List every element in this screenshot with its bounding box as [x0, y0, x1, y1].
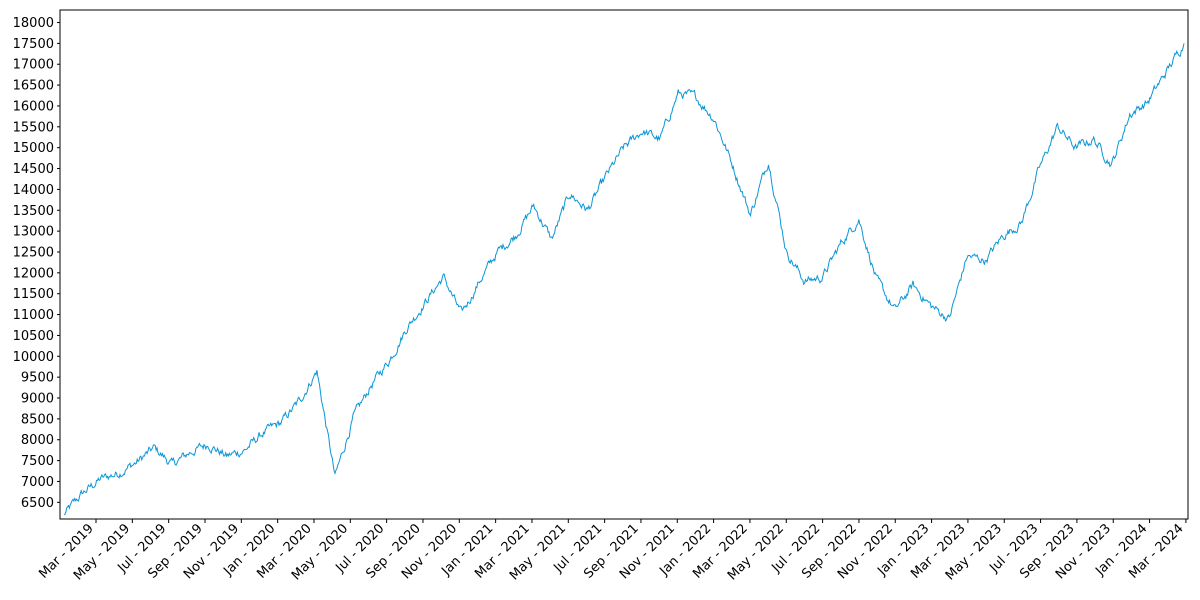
y-tick-label: 15000: [13, 141, 54, 156]
y-tick-label: 14000: [13, 183, 54, 198]
y-tick-label: 16500: [13, 79, 54, 94]
y-tick-label: 10000: [13, 350, 54, 365]
y-tick-label: 7000: [21, 475, 54, 490]
y-tick-label: 8000: [21, 433, 54, 448]
y-tick-label: 9500: [21, 371, 54, 386]
y-tick-label: 13000: [13, 225, 54, 240]
y-tick-label: 11000: [13, 308, 54, 323]
y-tick-label: 6500: [21, 496, 54, 511]
y-tick-label: 12500: [13, 245, 54, 260]
y-tick-label: 10500: [13, 329, 54, 344]
y-tick-label: 15500: [13, 120, 54, 135]
y-tick-label: 9000: [21, 392, 54, 407]
y-tick-label: 14500: [13, 162, 54, 177]
y-tick-label: 11500: [13, 287, 54, 302]
price-series-line: [63, 43, 1185, 516]
y-axis: 6500 7000 7500 8000 8500 9000 9500 10000 10500 11…: [13, 16, 60, 511]
y-tick-label: 8500: [21, 412, 54, 427]
y-tick-label: 17000: [13, 58, 54, 73]
y-tick-label: 18000: [13, 16, 54, 31]
y-tick-label: 16000: [13, 99, 54, 114]
y-tick-label: 7500: [21, 454, 54, 469]
y-tick-label: 13500: [13, 204, 54, 219]
plot-frame: [59, 9, 1189, 520]
y-tick-label: 17500: [13, 37, 54, 52]
y-tick-label: 12000: [13, 266, 54, 281]
